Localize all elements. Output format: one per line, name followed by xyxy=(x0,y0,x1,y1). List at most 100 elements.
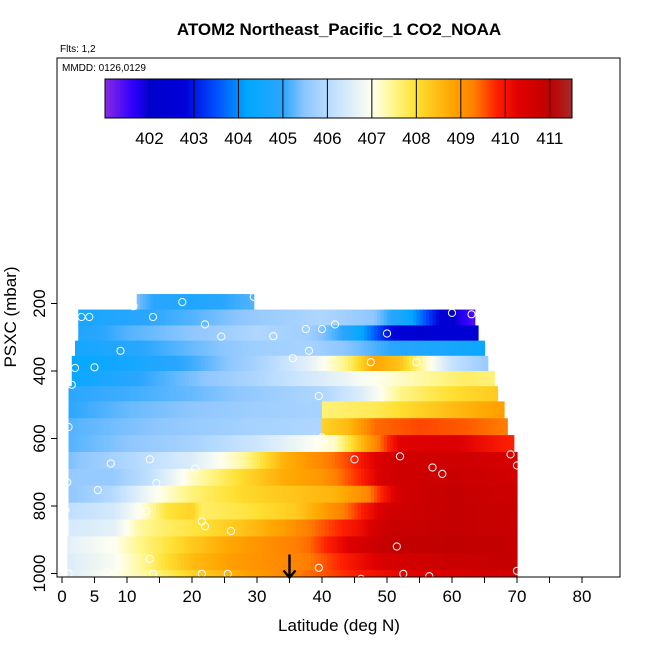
heat-cell xyxy=(201,502,206,521)
heat-cell xyxy=(422,502,427,521)
heat-cell xyxy=(159,435,164,453)
heat-cell xyxy=(458,309,463,326)
heat-cell xyxy=(396,355,401,372)
heat-cell xyxy=(439,309,443,326)
heat-cell xyxy=(429,309,434,326)
heat-cell xyxy=(250,371,255,387)
heat-cell xyxy=(474,468,479,487)
heat-cell xyxy=(76,536,81,554)
heat-cell xyxy=(377,401,382,419)
heat-cell xyxy=(315,519,320,537)
heat-cell xyxy=(364,418,369,436)
heat-cell xyxy=(299,340,304,357)
heat-cell xyxy=(491,371,495,387)
heat-cell xyxy=(115,553,120,571)
heat-cell xyxy=(138,570,143,577)
heat-cell xyxy=(255,553,260,571)
heat-cell xyxy=(182,468,187,487)
heat-cell xyxy=(102,570,107,577)
heat-cell xyxy=(227,435,232,453)
heat-cell xyxy=(455,485,460,504)
heat-cell xyxy=(442,502,447,521)
heat-cell xyxy=(175,468,180,487)
heat-cell xyxy=(119,553,124,571)
heat-cell xyxy=(156,452,161,470)
heat-cell xyxy=(268,536,273,554)
heat-cell xyxy=(169,309,174,326)
heat-cell xyxy=(159,371,164,387)
heat-cell xyxy=(448,435,453,453)
heat-cell xyxy=(190,570,195,577)
heat-cell xyxy=(387,519,391,537)
heat-cell xyxy=(374,325,378,342)
heat-cell xyxy=(136,485,141,504)
heat-cell xyxy=(258,553,263,571)
heat-cell xyxy=(354,340,359,357)
heat-cell xyxy=(432,371,437,387)
heat-cell xyxy=(481,340,486,357)
heat-cell xyxy=(242,553,247,571)
heat-cell xyxy=(461,452,466,470)
heat-cell xyxy=(322,309,326,326)
heat-cell xyxy=(387,468,391,487)
heat-cell xyxy=(379,536,384,554)
heat-cell xyxy=(239,553,244,571)
heat-cell xyxy=(140,502,144,521)
heat-cell xyxy=(211,386,216,402)
heat-cell xyxy=(403,371,408,387)
heat-cell xyxy=(104,519,109,537)
heat-cell xyxy=(403,386,408,402)
heat-cell xyxy=(390,519,395,537)
heat-cell xyxy=(354,309,359,326)
heat-cell xyxy=(390,485,395,504)
heat-cell xyxy=(156,435,161,453)
heat-cell xyxy=(257,340,261,357)
sample-point xyxy=(412,358,421,367)
heat-cell xyxy=(97,502,102,521)
heat-cell xyxy=(406,386,411,402)
heat-cell xyxy=(218,519,222,537)
heat-cell xyxy=(172,468,177,487)
heat-cell xyxy=(136,468,141,487)
heat-cell xyxy=(205,502,209,521)
heat-cell xyxy=(479,553,484,571)
heat-cell xyxy=(505,536,510,554)
heat-cell xyxy=(409,468,414,487)
heat-cell xyxy=(338,340,343,357)
heat-cell xyxy=(229,536,234,554)
heat-cell xyxy=(431,553,436,571)
heat-cell xyxy=(361,519,365,537)
heat-cell xyxy=(240,371,245,387)
heat-cell xyxy=(390,340,395,357)
heat-band xyxy=(68,386,499,402)
heat-cell xyxy=(247,485,252,504)
heat-cell xyxy=(224,519,229,537)
heat-cell xyxy=(426,401,430,419)
heat-cell xyxy=(375,553,380,571)
heat-cell xyxy=(474,340,479,357)
heat-cell xyxy=(94,435,99,453)
heat-cell xyxy=(146,502,151,521)
heat-cell xyxy=(117,418,122,436)
heat-cell xyxy=(296,386,300,402)
heat-cell xyxy=(276,355,281,372)
x-tick-label: 40 xyxy=(313,587,332,606)
heat-cell xyxy=(110,355,115,372)
heat-cell xyxy=(331,386,336,402)
heat-cell xyxy=(377,325,382,342)
colorbar-tick-label: 404 xyxy=(224,129,252,148)
heat-cell xyxy=(190,553,195,571)
heat-cell xyxy=(492,553,497,571)
heat-cell xyxy=(484,468,489,487)
heat-cell xyxy=(73,570,78,577)
heat-cell xyxy=(331,418,336,436)
heat-cell xyxy=(429,355,434,372)
heat-cell xyxy=(512,553,517,571)
heat-cell xyxy=(448,309,453,326)
heat-cell xyxy=(81,401,86,419)
heat-cell xyxy=(380,371,385,387)
heat-cell xyxy=(86,570,91,577)
heat-cell xyxy=(374,418,378,436)
heat-cell xyxy=(294,570,299,577)
heat-cell xyxy=(195,485,200,504)
